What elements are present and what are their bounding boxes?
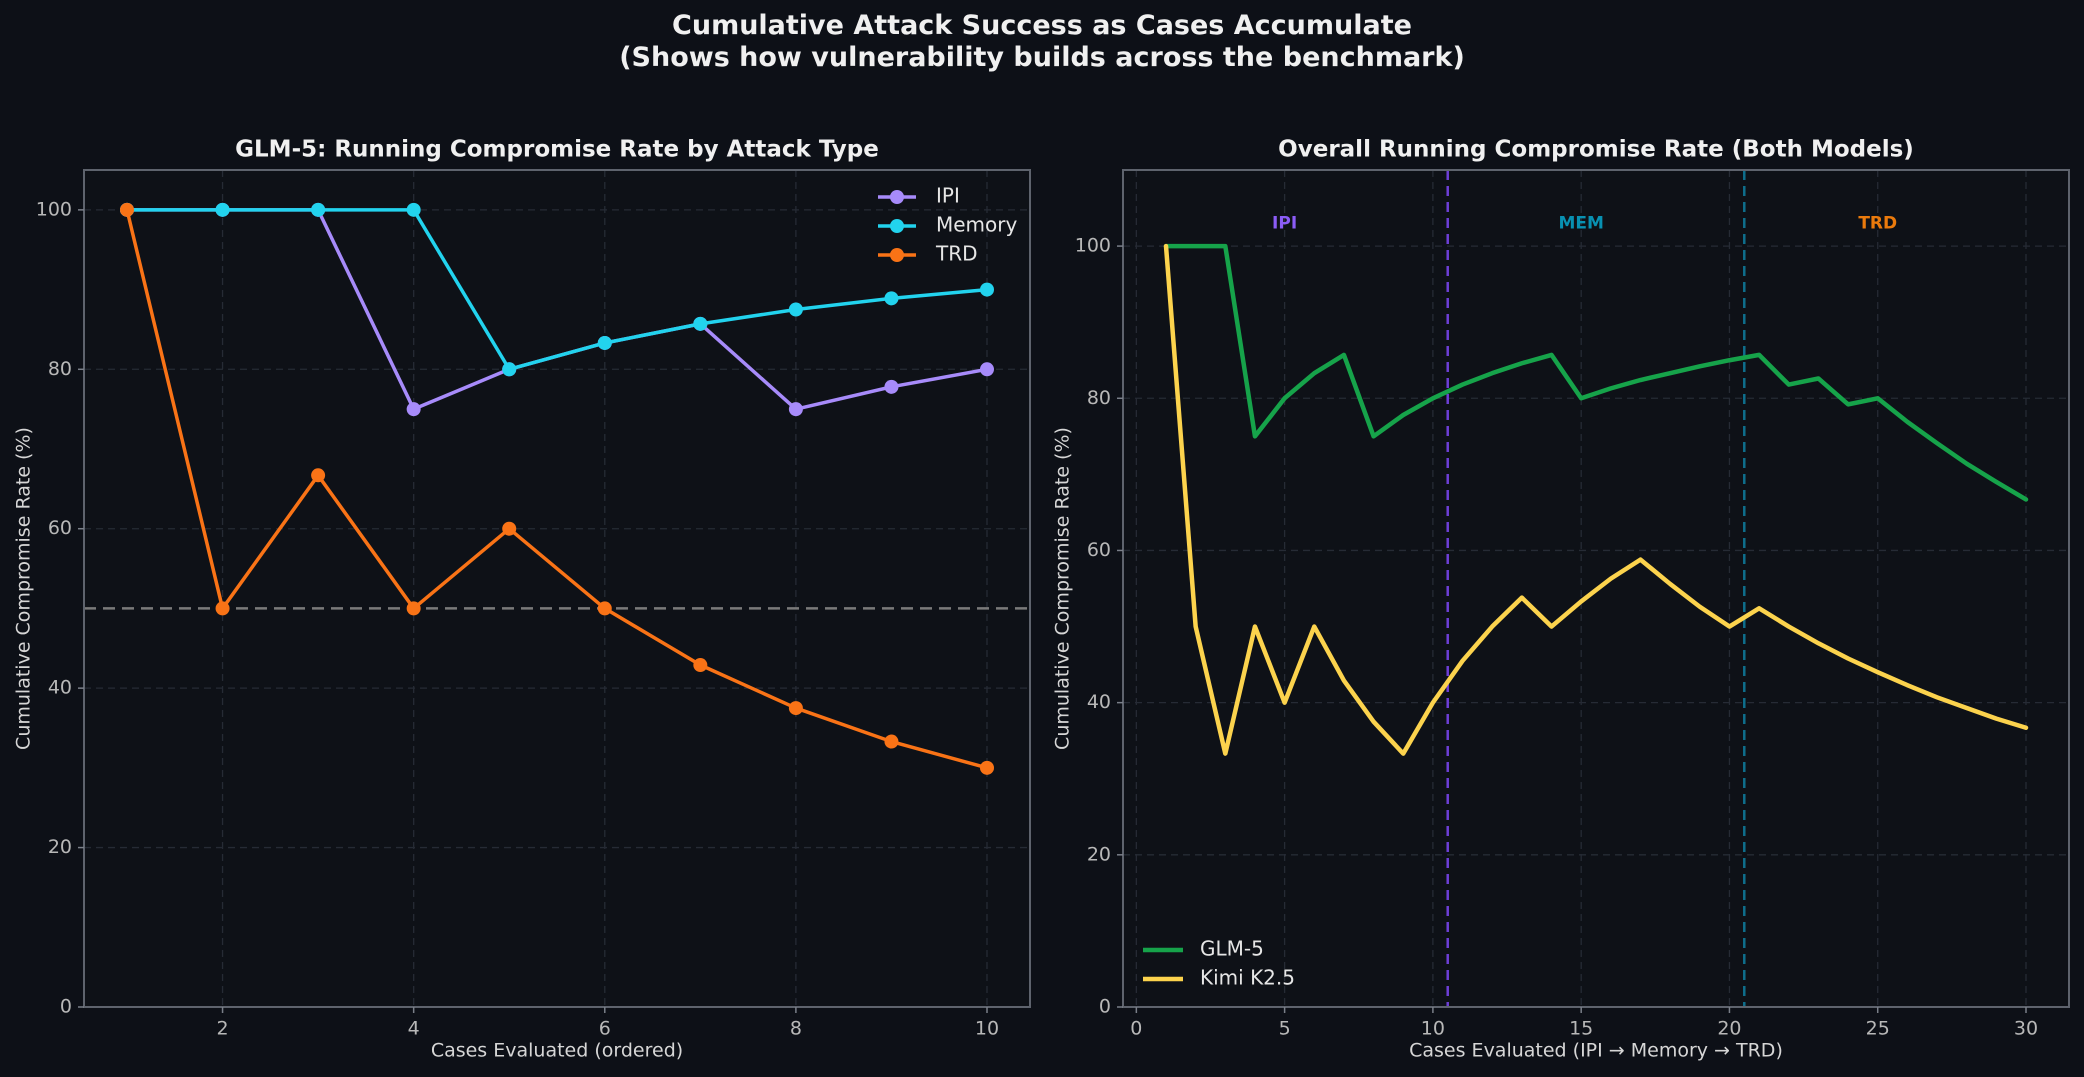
legend-swatch-marker	[890, 219, 904, 233]
figure-title: Cumulative Attack Success as Cases Accum…	[0, 10, 2084, 74]
data-point	[311, 468, 326, 483]
section-label: MEM	[1558, 213, 1603, 233]
y-tick-label: 100	[1075, 235, 1111, 257]
x-tick-label: 15	[1569, 1018, 1593, 1040]
data-point	[693, 316, 708, 331]
data-point	[215, 601, 230, 616]
data-point	[980, 282, 994, 297]
y-tick-label: 60	[48, 517, 72, 539]
x-tick-label: 6	[599, 1018, 611, 1040]
y-tick-label: 80	[1087, 387, 1111, 409]
data-point	[406, 402, 421, 417]
data-point	[788, 402, 803, 417]
left-chart-panel: 0 20 40 60 80 100 2 4 6 8 10 GLM-5: Running Comprom…	[13, 137, 1031, 1062]
legend-label: IPI	[936, 184, 960, 208]
series-line-kimi-k2-5	[1163, 243, 2029, 756]
y-axis-label: Cumulative Compromise Rate (%)	[13, 427, 35, 750]
x-tick-label: 8	[790, 1018, 802, 1040]
x-tick-label: 0	[1130, 1018, 1142, 1040]
plot-area	[84, 170, 1030, 1007]
x-tick-label: 10	[975, 1018, 999, 1040]
y-axis-label: Cumulative Compromise Rate (%)	[1052, 427, 1074, 750]
data-point	[884, 379, 899, 394]
data-point	[980, 760, 994, 775]
y-tick-label: 40	[1087, 691, 1111, 713]
data-point	[884, 291, 899, 306]
legend-label: TRD	[935, 242, 978, 266]
y-tick-label: 20	[48, 836, 72, 858]
y-tick-label: 20	[1087, 843, 1111, 865]
legend-swatch-marker	[890, 248, 904, 262]
data-point	[788, 701, 803, 716]
section-label: TRD	[1858, 213, 1897, 233]
data-point	[502, 362, 517, 377]
y-tick-label: 100	[36, 198, 72, 220]
x-tick-label: 10	[1421, 1018, 1445, 1040]
data-point	[311, 202, 326, 217]
y-tick-label: 0	[60, 996, 72, 1018]
chart-title: GLM-5: Running Compromise Rate by Attack…	[235, 137, 879, 163]
legend-label: Kimi K2.5	[1200, 966, 1295, 990]
data-point	[884, 734, 899, 749]
data-point	[788, 302, 803, 317]
plot-frame	[1122, 169, 2070, 1008]
data-point	[406, 601, 421, 616]
data-point	[406, 202, 421, 217]
figure-title-line-2: (Shows how vulnerability builds across t…	[619, 42, 1465, 73]
legend-label: GLM-5	[1200, 937, 1264, 961]
data-point	[597, 601, 612, 616]
legend: GLM-5 Kimi K2.5	[1143, 937, 1295, 990]
figure-title-line-1: Cumulative Attack Success as Cases Accum…	[672, 10, 1412, 41]
x-axis-label: Cases Evaluated (IPI → Memory → TRD)	[1409, 1040, 1783, 1062]
section-label: IPI	[1272, 213, 1297, 233]
legend-label: Memory	[936, 213, 1018, 237]
x-tick-label: 4	[408, 1018, 420, 1040]
plot-frame	[83, 169, 1031, 1008]
right-chart-panel: IPI MEM TRD 0 20 40 60 80 100 0 5 10 15 20 25 30 Overall…	[1052, 137, 2070, 1062]
y-tick-label: 0	[1099, 996, 1111, 1018]
data-point	[693, 658, 708, 673]
series-line-memory	[125, 208, 989, 372]
y-tick-label: 80	[48, 358, 72, 380]
x-tick-label: 5	[1279, 1018, 1291, 1040]
series-line-glm-5	[1163, 243, 2029, 502]
legend-swatch-marker	[890, 190, 904, 204]
data-point	[597, 335, 612, 350]
x-tick-label: 25	[1866, 1018, 1890, 1040]
chart-title: Overall Running Compromise Rate (Both Mo…	[1278, 137, 1914, 163]
x-tick-label: 30	[2014, 1018, 2038, 1040]
data-point	[502, 521, 517, 536]
x-tick-label: 2	[217, 1018, 229, 1040]
data-point	[215, 202, 230, 217]
y-tick-label: 40	[48, 677, 72, 699]
x-tick-label: 20	[1717, 1018, 1741, 1040]
data-point	[980, 362, 994, 377]
y-tick-label: 60	[1087, 539, 1111, 561]
legend: IPI Memory TRD	[878, 184, 1018, 266]
series-line-trd	[125, 208, 989, 770]
data-point	[120, 202, 134, 217]
x-axis-label: Cases Evaluated (ordered)	[431, 1040, 683, 1062]
